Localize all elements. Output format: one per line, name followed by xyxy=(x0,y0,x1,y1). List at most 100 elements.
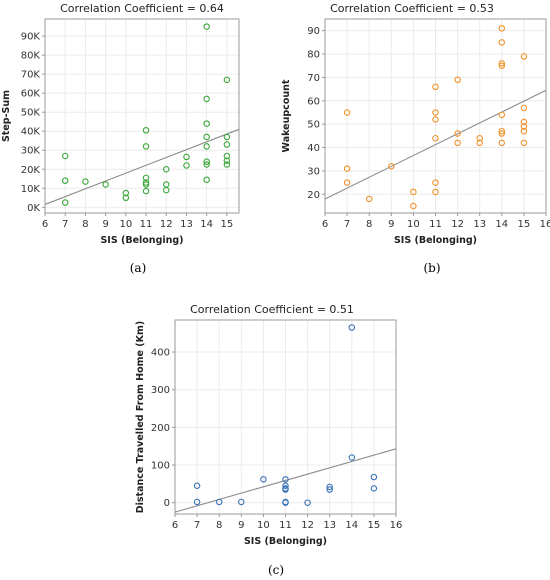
data-point xyxy=(193,498,201,506)
data-point xyxy=(410,202,417,210)
data-point xyxy=(203,95,210,103)
x-tick-label: 15 xyxy=(368,520,381,531)
data-point xyxy=(223,133,231,141)
y-tick-label: 90K xyxy=(21,32,41,43)
data-point xyxy=(370,473,378,481)
data-point xyxy=(142,187,150,195)
data-point xyxy=(203,161,210,168)
data-point xyxy=(61,199,69,206)
data-point xyxy=(326,483,333,491)
data-point xyxy=(183,162,190,169)
data-point xyxy=(432,188,439,196)
data-point xyxy=(102,181,109,188)
x-tick-label: 10 xyxy=(119,219,132,230)
plot-frame xyxy=(44,18,240,214)
data-point xyxy=(304,499,311,506)
data-point xyxy=(260,476,267,483)
x-tick-label: 16 xyxy=(540,219,550,230)
data-point xyxy=(498,139,506,147)
y-tick-label: 90 xyxy=(307,26,320,37)
x-tick-label: 8 xyxy=(216,520,222,531)
data-point xyxy=(520,139,528,147)
data-point xyxy=(343,165,351,172)
data-point xyxy=(520,104,528,112)
x-tick-label: 13 xyxy=(180,219,193,230)
data-point xyxy=(223,157,231,164)
data-point xyxy=(370,485,378,492)
y-tick-label: 70K xyxy=(21,70,41,81)
y-tick-label: 200 xyxy=(151,423,170,434)
y-tick-label: 40K xyxy=(21,127,41,138)
data-point xyxy=(520,53,528,60)
x-tick-label: 11 xyxy=(429,219,442,230)
data-point xyxy=(343,109,351,116)
x-tick-label: 12 xyxy=(451,219,464,230)
trend-line xyxy=(44,128,240,205)
data-point xyxy=(183,153,190,161)
chart-title: Correlation Coefficient = 0.51 xyxy=(190,303,354,316)
y-tick-label: 400 xyxy=(151,348,170,359)
y-tick-label: 50K xyxy=(21,108,41,119)
data-point xyxy=(238,498,245,506)
x-axis-label: SIS (Belonging) xyxy=(100,235,183,246)
x-tick-label: 14 xyxy=(200,219,213,230)
data-point xyxy=(282,499,289,506)
data-point xyxy=(223,152,231,160)
data-point xyxy=(498,111,506,119)
data-point xyxy=(203,143,210,150)
chart-c: 6 7 8 9 10 11 12 13 14 15 16 0 100 200 300 400 Correlati… xyxy=(135,303,402,577)
y-tick-label: 60 xyxy=(307,96,320,107)
chart-title: Correlation Coefficient = 0.53 xyxy=(330,2,494,15)
trend-line xyxy=(324,89,547,200)
x-tick-label: 9 xyxy=(388,219,394,230)
data-point xyxy=(223,161,231,168)
data-point xyxy=(432,134,439,142)
y-tick-label: 60K xyxy=(21,89,41,100)
data-point xyxy=(410,188,417,196)
data-point xyxy=(365,195,373,203)
y-tick-label: 80 xyxy=(307,50,320,61)
data-point xyxy=(203,158,210,165)
data-point xyxy=(215,498,223,506)
data-point xyxy=(432,109,439,116)
data-point xyxy=(223,141,231,148)
data-point xyxy=(142,174,150,182)
x-tick-label: 9 xyxy=(238,520,244,531)
x-tick-label: 8 xyxy=(366,219,372,230)
data-point xyxy=(193,482,201,489)
data-point xyxy=(498,60,506,67)
x-tick-label: 12 xyxy=(301,520,314,531)
data-point xyxy=(454,76,461,84)
x-tick-label: 6 xyxy=(172,520,178,531)
y-tick-label: 300 xyxy=(151,385,170,396)
trend-line xyxy=(174,448,397,513)
data-point xyxy=(282,486,289,493)
data-point xyxy=(498,25,506,32)
chart-title: Correlation Coefficient = 0.64 xyxy=(60,2,224,15)
x-tick-label: 16 xyxy=(390,520,403,531)
panel-caption: (b) xyxy=(423,261,440,275)
data-point xyxy=(388,163,395,170)
data-point xyxy=(520,118,528,126)
x-axis-label: SIS (Belonging) xyxy=(244,536,327,547)
y-tick-label: 10K xyxy=(21,184,41,195)
y-axis-label: Wakeupcount xyxy=(281,79,292,152)
data-point xyxy=(432,116,439,123)
data-point xyxy=(498,62,506,69)
data-point xyxy=(348,454,356,461)
data-point xyxy=(454,139,461,147)
y-tick-label: 20 xyxy=(307,190,320,201)
x-tick-label: 9 xyxy=(102,219,108,230)
x-axis-label: SIS (Belonging) xyxy=(394,235,477,246)
data-point xyxy=(476,139,483,147)
y-tick-label: 80K xyxy=(21,51,41,62)
x-tick-label: 13 xyxy=(323,520,336,531)
x-tick-label: 6 xyxy=(42,219,48,230)
data-point xyxy=(203,23,210,30)
y-axis-label: Step-Sum xyxy=(1,90,12,142)
y-tick-label: 70 xyxy=(307,73,320,84)
x-tick-label: 14 xyxy=(345,520,358,531)
data-point xyxy=(282,476,289,483)
data-point xyxy=(498,39,506,46)
y-tick-label: 20K xyxy=(21,165,41,176)
